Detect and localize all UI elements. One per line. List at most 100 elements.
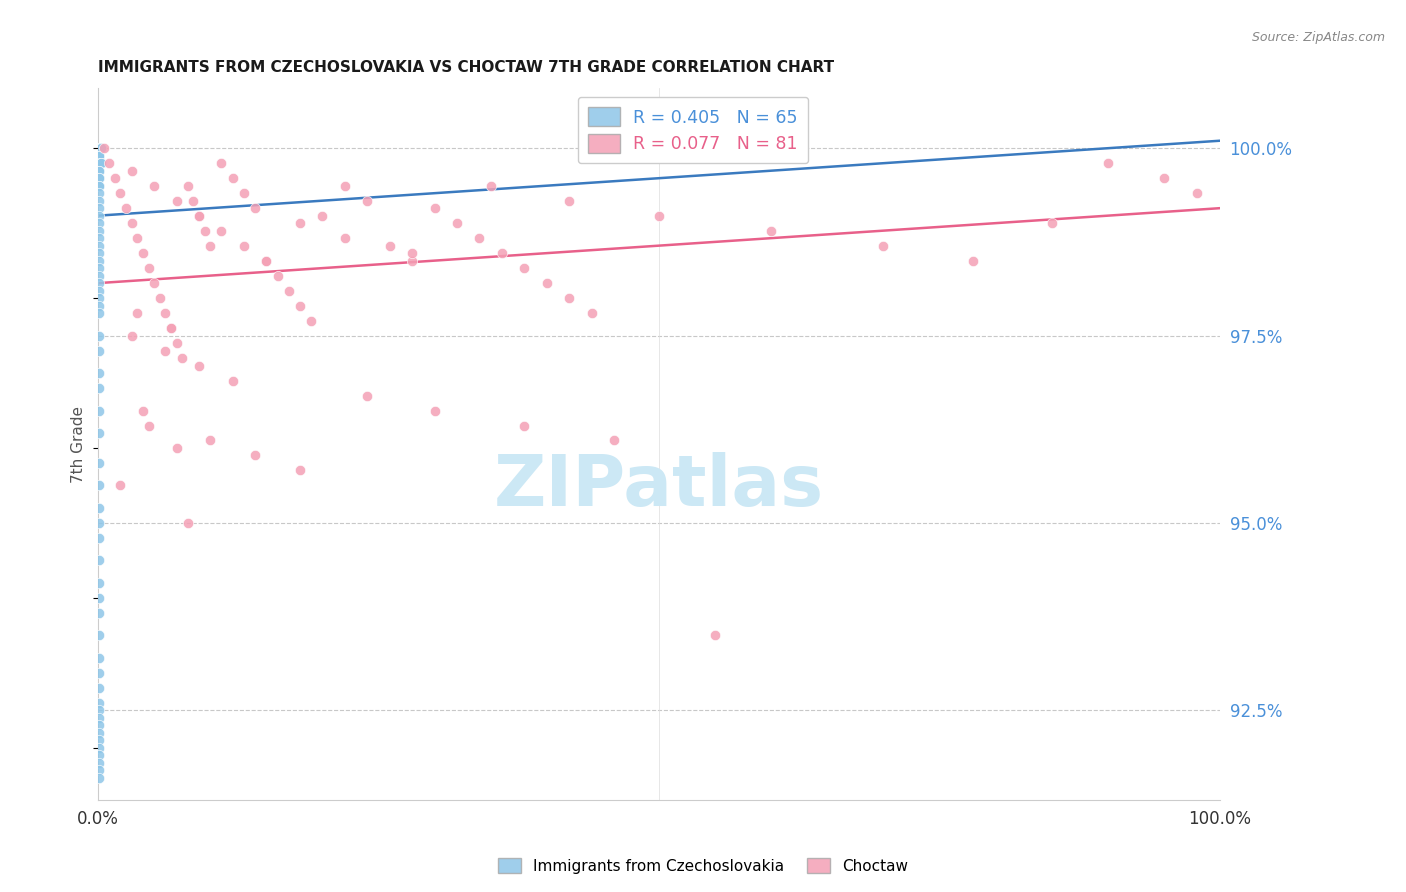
Point — [479, 178, 502, 193]
Point — [87, 591, 110, 605]
Y-axis label: 7th Grade: 7th Grade — [72, 406, 86, 483]
Point — [87, 224, 110, 238]
Point — [160, 321, 183, 335]
Point — [166, 194, 188, 208]
Point — [87, 141, 110, 155]
Point — [1187, 186, 1209, 201]
Point — [243, 449, 266, 463]
Point — [87, 253, 110, 268]
Point — [104, 171, 127, 186]
Point — [188, 359, 211, 373]
Point — [87, 516, 110, 530]
Point — [87, 703, 110, 717]
Point — [356, 194, 378, 208]
Point — [1040, 216, 1063, 230]
Point — [200, 434, 222, 448]
Point — [254, 253, 277, 268]
Point — [87, 209, 110, 223]
Point — [1153, 171, 1175, 186]
Point — [90, 156, 112, 170]
Point — [138, 261, 160, 276]
Point — [90, 141, 112, 155]
Point — [89, 141, 111, 155]
Point — [149, 291, 172, 305]
Point — [209, 224, 232, 238]
Point — [87, 268, 110, 283]
Point — [194, 224, 217, 238]
Point — [200, 238, 222, 252]
Point — [401, 253, 423, 268]
Point — [87, 696, 110, 710]
Point — [87, 149, 110, 163]
Point — [87, 299, 110, 313]
Point — [221, 374, 243, 388]
Point — [581, 306, 603, 320]
Point — [87, 740, 110, 755]
Point — [87, 291, 110, 305]
Point — [121, 216, 143, 230]
Point — [1097, 156, 1119, 170]
Point — [87, 163, 110, 178]
Point — [110, 186, 132, 201]
Point — [558, 291, 581, 305]
Point — [160, 321, 183, 335]
Point — [491, 246, 513, 260]
Point — [232, 238, 254, 252]
Point — [232, 186, 254, 201]
Point — [759, 224, 782, 238]
Point — [87, 725, 110, 739]
Point — [87, 149, 110, 163]
Point — [87, 665, 110, 680]
Point — [87, 306, 110, 320]
Point — [87, 403, 110, 417]
Point — [87, 381, 110, 395]
Point — [89, 156, 111, 170]
Point — [87, 456, 110, 470]
Point — [89, 171, 111, 186]
Point — [115, 201, 138, 215]
Point — [87, 756, 110, 770]
Point — [704, 628, 727, 642]
Point — [172, 351, 194, 365]
Point — [288, 216, 311, 230]
Point — [962, 253, 984, 268]
Point — [872, 238, 894, 252]
Point — [87, 575, 110, 590]
Point — [87, 328, 110, 343]
Point — [127, 306, 149, 320]
Point — [87, 711, 110, 725]
Point — [87, 261, 110, 276]
Point — [446, 216, 468, 230]
Point — [87, 628, 110, 642]
Point — [143, 276, 166, 290]
Point — [155, 343, 177, 358]
Point — [87, 763, 110, 777]
Point — [143, 178, 166, 193]
Point — [333, 231, 356, 245]
Legend: R = 0.405   N = 65, R = 0.077   N = 81: R = 0.405 N = 65, R = 0.077 N = 81 — [578, 97, 808, 163]
Point — [288, 463, 311, 477]
Point — [87, 718, 110, 732]
Point — [254, 253, 277, 268]
Point — [356, 388, 378, 402]
Point — [166, 441, 188, 455]
Point — [87, 771, 110, 785]
Point — [87, 231, 110, 245]
Point — [183, 194, 205, 208]
Point — [132, 246, 155, 260]
Point — [468, 231, 491, 245]
Point — [87, 246, 110, 260]
Point — [87, 276, 110, 290]
Point — [87, 531, 110, 545]
Point — [333, 178, 356, 193]
Point — [423, 201, 446, 215]
Point — [266, 268, 288, 283]
Point — [221, 171, 243, 186]
Point — [121, 163, 143, 178]
Point — [603, 434, 626, 448]
Point — [177, 178, 200, 193]
Point — [87, 186, 110, 201]
Point — [513, 418, 536, 433]
Point — [299, 313, 322, 327]
Point — [209, 156, 232, 170]
